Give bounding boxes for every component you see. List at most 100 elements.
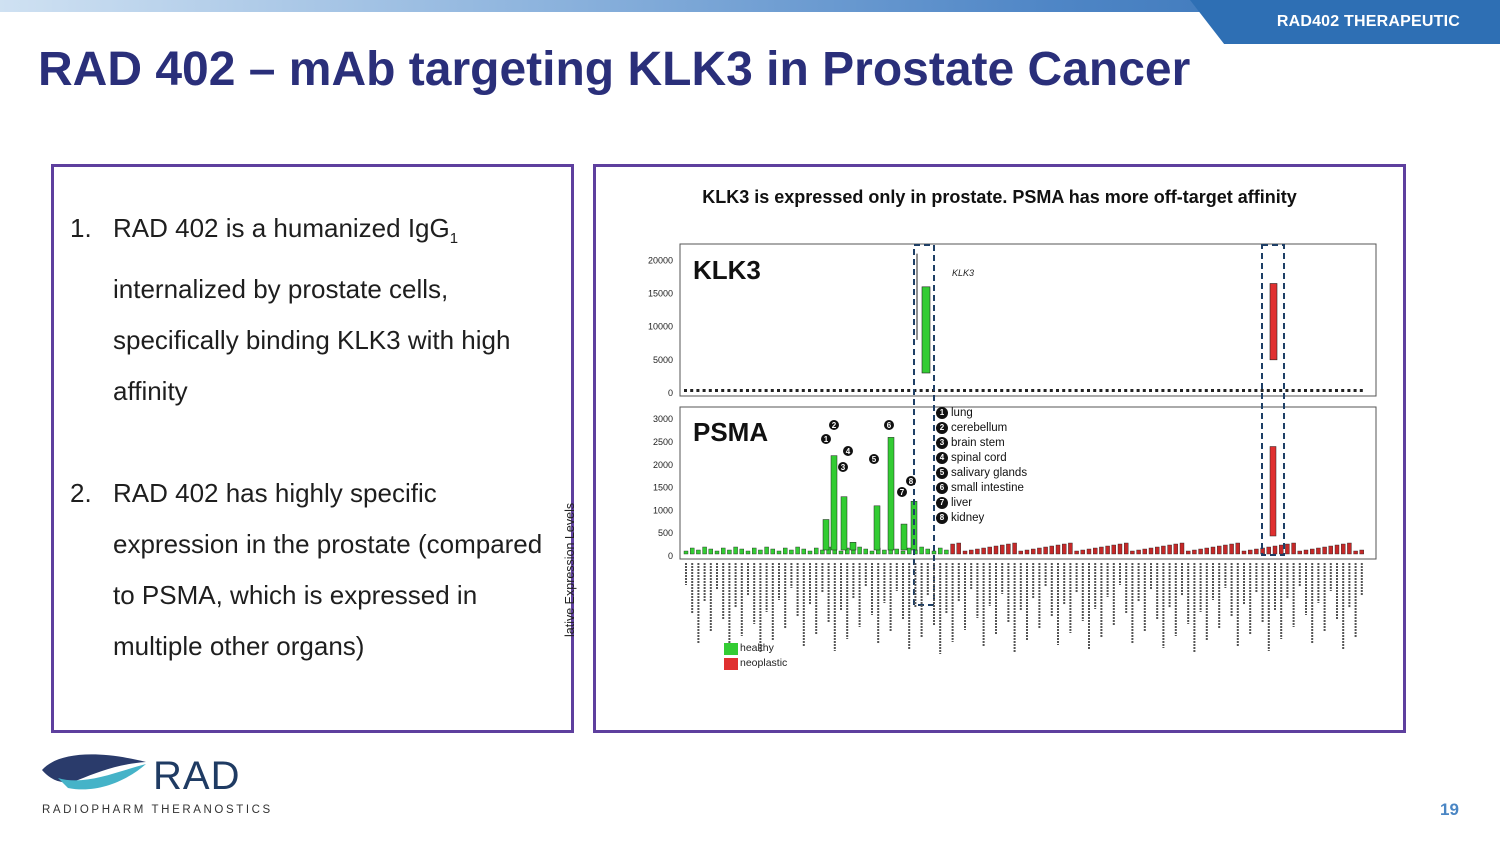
klk3-panel-label: KLK3 <box>693 255 761 285</box>
psma-box <box>776 550 782 555</box>
psma-box <box>900 550 906 555</box>
klk3-box <box>1223 389 1227 392</box>
psma-box <box>1210 546 1216 555</box>
psma-box <box>919 546 924 555</box>
klk3-box <box>1012 389 1016 392</box>
organ-name: liver <box>951 497 973 510</box>
organ-marker-number: 2 <box>832 421 837 430</box>
klk3-y-tick-label: 5000 <box>653 355 673 365</box>
klk3-y-tick-label: 20000 <box>648 255 673 265</box>
organ-marker-icon <box>897 487 907 497</box>
klk3-box <box>963 389 966 392</box>
klk3-box <box>1043 389 1047 392</box>
figure-panel: KLK3 is expressed only in prostate. PSMA… <box>563 164 1406 733</box>
psma-box <box>1111 544 1116 555</box>
psma-highlight-box <box>822 519 830 551</box>
organ-name: lung <box>951 407 973 420</box>
psma-box <box>1347 542 1352 555</box>
klk3-box <box>1155 389 1159 392</box>
psma-box <box>1099 546 1104 555</box>
klk3-box <box>975 389 979 392</box>
psma-box <box>1161 545 1166 555</box>
klk3-box <box>1130 389 1134 392</box>
organ-name: small intestine <box>951 482 1024 495</box>
organ-name: brain stem <box>951 437 1005 450</box>
klk3-box <box>1310 389 1314 392</box>
klk3-box <box>721 389 725 392</box>
legend-neoplastic-label: neoplastic <box>740 657 788 669</box>
klk3-box <box>1018 389 1022 392</box>
klk3-box <box>876 389 880 392</box>
psma-box <box>807 550 813 555</box>
section-tag-text: RAD402 THERAPEUTIC <box>1276 13 1460 30</box>
klk3-box <box>777 389 780 392</box>
psma-box <box>1136 549 1141 555</box>
psma-box <box>745 550 751 555</box>
psma-box <box>1186 550 1191 555</box>
psma-box <box>751 547 757 555</box>
klk3-box <box>1074 389 1078 392</box>
psma-box <box>956 542 961 555</box>
klk3-box <box>820 389 824 392</box>
psma-box <box>708 548 714 555</box>
psma-box <box>733 546 738 555</box>
klk3-box <box>752 389 756 392</box>
organ-number-badge: 3 <box>936 437 948 449</box>
organ-number-badge: 1 <box>936 407 948 419</box>
psma-box <box>981 547 986 555</box>
psma-box <box>1086 548 1092 555</box>
klk3-box <box>919 389 923 392</box>
psma-box <box>1124 542 1129 555</box>
psma-box <box>764 546 769 555</box>
klk3-box <box>1322 389 1326 392</box>
psma-box <box>1068 542 1073 555</box>
klk3-box <box>1025 389 1028 392</box>
klk3-box <box>1316 389 1320 392</box>
organ-legend-item: 4 spinal cord <box>936 452 1007 464</box>
psma-box <box>813 547 819 555</box>
organ-marker-icon <box>906 476 916 486</box>
klk3-box <box>1149 389 1152 392</box>
key-point-2: 2. RAD 402 has highly specific expression… <box>70 468 560 672</box>
klk3-box <box>758 389 762 392</box>
klk3-box <box>1291 389 1295 392</box>
klk3-box <box>1198 389 1202 392</box>
organ-marker-number: 3 <box>841 463 846 472</box>
klk3-box <box>727 389 731 392</box>
psma-box <box>1310 548 1315 555</box>
klk3-prostate-box <box>921 286 931 374</box>
psma-box <box>1223 544 1228 555</box>
klk3-plot-frame <box>679 243 1377 397</box>
psma-highlight-box <box>900 523 908 551</box>
psma-box <box>1074 550 1079 555</box>
psma-highlight-box <box>873 505 881 551</box>
klk3-box <box>907 389 911 392</box>
psma-box <box>851 549 856 555</box>
organ-name: spinal cord <box>951 452 1007 465</box>
key-point-number: 1. <box>70 213 92 243</box>
organ-name: cerebellum <box>951 422 1008 435</box>
psma-box <box>1018 550 1023 555</box>
klk3-box <box>832 389 836 392</box>
klk3-box <box>1242 389 1245 392</box>
klk3-box <box>1254 389 1258 392</box>
top-accent-bar <box>0 0 1500 12</box>
psma-box <box>1341 543 1346 555</box>
organ-legend-item: 6 small intestine <box>936 482 1024 494</box>
organ-marker-icon <box>838 462 848 472</box>
prostate-highlight-box <box>913 244 935 606</box>
psma-box <box>1055 544 1061 555</box>
psma-box <box>869 550 875 555</box>
klk3-box <box>1124 389 1128 392</box>
figure-caption: KLK3 is expressed only in prostate. PSMA… <box>702 187 1297 207</box>
psma-box <box>758 549 763 555</box>
tumor-highlight-box <box>1261 244 1285 556</box>
psma-box <box>863 548 868 555</box>
klk3-box <box>1279 389 1283 392</box>
slide-title: RAD 402 – mAb targeting KLK3 in Prostate… <box>38 43 1191 96</box>
psma-highlight-box <box>830 455 838 551</box>
psma-box <box>1241 550 1247 555</box>
psma-box <box>1148 547 1154 555</box>
klk3-box <box>1056 389 1059 392</box>
psma-box <box>689 547 695 555</box>
